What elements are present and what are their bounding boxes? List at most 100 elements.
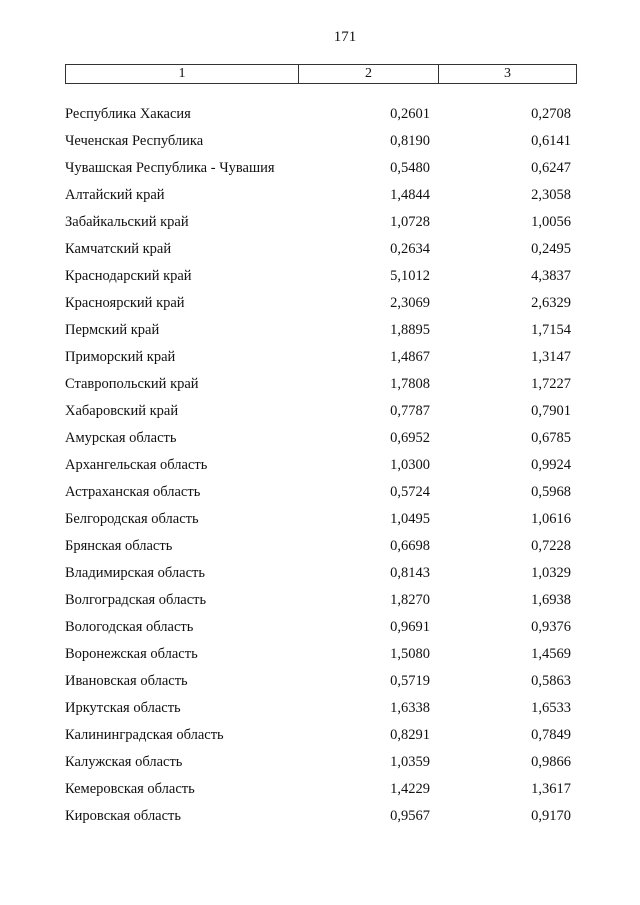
- table-row: Белгородская область 1,0495 1,0616: [65, 509, 571, 536]
- value-column-3: 1,7154: [531, 322, 571, 338]
- value-column-2: 0,9691: [390, 619, 430, 635]
- value-column-3: 1,3617: [531, 781, 571, 797]
- table-row: Калужская область 1,0359 0,9866: [65, 752, 571, 779]
- region-name: Кировская область: [65, 808, 182, 824]
- value-column-2: 1,6338: [390, 700, 430, 716]
- value-column-3: 0,9924: [531, 457, 571, 473]
- value-column-2: 1,4867: [390, 349, 430, 365]
- column-header-1: 1: [66, 65, 299, 83]
- region-name: Республика Хакасия: [65, 106, 191, 122]
- table-row: Архангельская область 1,0300 0,9924: [65, 455, 571, 482]
- value-column-2: 1,0728: [390, 214, 430, 230]
- value-column-2: 5,1012: [390, 268, 430, 284]
- value-column-2: 1,0359: [390, 754, 430, 770]
- column-header-3: 3: [504, 66, 511, 81]
- region-name: Кемеровская область: [65, 781, 195, 797]
- table-row: Чувашская Республика - Чувашия 0,5480 0,62…: [65, 158, 571, 185]
- table-row: Иркутская область 1,6338 1,6533: [65, 698, 571, 725]
- region-name: Белгородская область: [65, 511, 199, 527]
- region-name: Пермский край: [65, 322, 160, 338]
- table-row: Хабаровский край 0,7787 0,7901: [65, 401, 571, 428]
- region-name: Забайкальский край: [65, 214, 189, 230]
- table-row: Владимирская область 0,8143 1,0329: [65, 563, 571, 590]
- value-column-2: 0,2601: [390, 106, 430, 122]
- value-column-2: 1,4229: [390, 781, 430, 797]
- table-row: Красноярский край 2,3069 2,6329: [65, 293, 571, 320]
- value-column-3: 0,6247: [531, 160, 571, 176]
- region-name: Алтайский край: [65, 187, 165, 203]
- value-column-3: 1,6938: [531, 592, 571, 608]
- value-column-3: 0,9376: [531, 619, 571, 635]
- column-header-2: 2: [299, 65, 439, 83]
- value-column-3: 0,6141: [531, 133, 571, 149]
- region-name: Камчатский край: [65, 241, 172, 257]
- value-column-2: 0,5719: [390, 673, 430, 689]
- region-name: Архангельская область: [65, 457, 208, 473]
- value-column-2: 1,7808: [390, 376, 430, 392]
- table-row: Кемеровская область 1,4229 1,3617: [65, 779, 571, 806]
- value-column-2: 2,3069: [390, 295, 430, 311]
- value-column-3: 0,7228: [531, 538, 571, 554]
- value-column-3: 2,3058: [531, 187, 571, 203]
- table-row: Воронежская область 1,5080 1,4569: [65, 644, 571, 671]
- value-column-2: 0,8143: [390, 565, 430, 581]
- value-column-2: 1,4844: [390, 187, 430, 203]
- region-name: Красноярский край: [65, 295, 185, 311]
- value-column-3: 2,6329: [531, 295, 571, 311]
- value-column-3: 0,2495: [531, 241, 571, 257]
- value-column-3: 1,0616: [531, 511, 571, 527]
- region-name: Чеченская Республика: [65, 133, 204, 149]
- region-name: Волгоградская область: [65, 592, 207, 608]
- table-row: Астраханская область 0,5724 0,5968: [65, 482, 571, 509]
- region-name: Краснодарский край: [65, 268, 192, 284]
- region-name: Хабаровский край: [65, 403, 179, 419]
- value-column-2: 1,0300: [390, 457, 430, 473]
- value-column-2: 0,9567: [390, 808, 430, 824]
- value-column-3: 1,6533: [531, 700, 571, 716]
- table-row: Забайкальский край 1,0728 1,0056: [65, 212, 571, 239]
- table-row: Ставропольский край 1,7808 1,7227: [65, 374, 571, 401]
- region-name: Вологодская область: [65, 619, 194, 635]
- table-header: 1 2 3: [65, 64, 577, 84]
- value-column-3: 0,9170: [531, 808, 571, 824]
- region-name: Калужская область: [65, 754, 183, 770]
- page-number: 171: [333, 29, 357, 45]
- table-row: Калининградская область 0,8291 0,7849: [65, 725, 571, 752]
- value-column-2: 1,0495: [390, 511, 430, 527]
- region-name: Владимирская область: [65, 565, 205, 581]
- value-column-3: 0,7849: [531, 727, 571, 743]
- region-name: Ставропольский край: [65, 376, 199, 392]
- region-name: Амурская область: [65, 430, 177, 446]
- value-column-2: 0,5724: [390, 484, 430, 500]
- value-column-2: 0,5480: [390, 160, 430, 176]
- region-name: Иркутская область: [65, 700, 181, 716]
- value-column-2: 0,8190: [390, 133, 430, 149]
- value-column-3: 1,0329: [531, 565, 571, 581]
- value-column-2: 0,8291: [390, 727, 430, 743]
- value-column-2: 1,8270: [390, 592, 430, 608]
- value-column-2: 0,7787: [390, 403, 430, 419]
- table-row: Амурская область 0,6952 0,6785: [65, 428, 571, 455]
- value-column-3: 0,7901: [531, 403, 571, 419]
- table-row: Камчатский край 0,2634 0,2495: [65, 239, 571, 266]
- region-name: Калининградская область: [65, 727, 224, 743]
- table-row: Пермский край 1,8895 1,7154: [65, 320, 571, 347]
- table-row: Краснодарский край 5,1012 4,3837: [65, 266, 571, 293]
- value-column-3: 0,5863: [531, 673, 571, 689]
- value-column-2: 1,5080: [390, 646, 430, 662]
- value-column-2: 1,8895: [390, 322, 430, 338]
- value-column-2: 0,6698: [390, 538, 430, 554]
- value-column-3: 1,0056: [531, 214, 571, 230]
- value-column-3: 1,7227: [531, 376, 571, 392]
- value-column-3: 0,2708: [531, 106, 571, 122]
- table-row: Ивановская область 0,5719 0,5863: [65, 671, 571, 698]
- table-row: Кировская область 0,9567 0,9170: [65, 806, 571, 833]
- table-row: Вологодская область 0,9691 0,9376: [65, 617, 571, 644]
- table-row: Республика Хакасия 0,2601 0,2708: [65, 104, 571, 131]
- value-column-3: 1,3147: [531, 349, 571, 365]
- region-name: Астраханская область: [65, 484, 201, 500]
- table-body: Республика Хакасия 0,2601 0,2708 Чеченская …: [65, 104, 571, 833]
- value-column-2: 0,2634: [390, 241, 430, 257]
- table-row: Приморский край 1,4867 1,3147: [65, 347, 571, 374]
- table-row: Чеченская Республика 0,8190 0,6141: [65, 131, 571, 158]
